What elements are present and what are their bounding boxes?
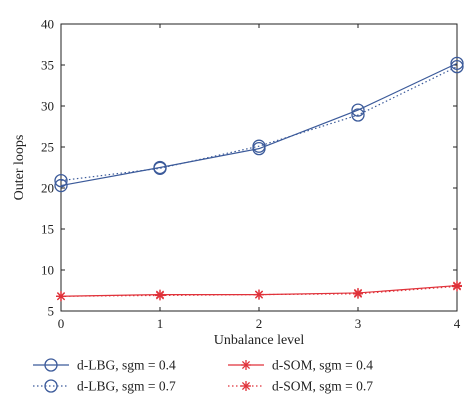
series-d-lbg-sgm-0.4 [54,56,464,193]
data-point [155,290,165,301]
series-d-som-sgm-0.7 [56,281,462,302]
x-tick-label: 1 [157,316,164,331]
legend-item: d-SOM, sgm = 0.7 [228,379,373,394]
legend-item: d-LBG, sgm = 0.7 [33,379,176,394]
y-tick-label: 25 [41,140,54,155]
legend-item: d-LBG, sgm = 0.4 [33,358,176,373]
data-point [54,173,68,188]
axis-ticks: 0 1 2 3 4 5 10 15 20 25 30 35 40 [41,17,461,332]
plot-axes [60,23,458,312]
y-tick-label: 30 [41,99,54,114]
x-tick-label: 0 [58,316,65,331]
legend-swatch-marker [44,358,58,372]
x-tick-label: 3 [355,316,362,331]
legend-label: d-LBG, sgm = 0.7 [77,379,176,394]
y-axis-label: Outer loops [12,135,27,201]
data-point [252,139,266,153]
legend-swatch-marker [44,379,58,393]
y-tick-label: 20 [41,181,54,196]
legend-swatch-marker [241,360,251,370]
series-d-lbg-sgm-0.7 [54,59,464,188]
data-point [452,281,462,292]
series-lines [54,56,464,302]
data-point [254,289,264,300]
data-point [353,288,363,299]
y-tick-label: 40 [41,17,54,32]
legend-label: d-SOM, sgm = 0.4 [272,358,373,373]
plot-frame [60,23,458,312]
x-tick-label: 2 [256,316,263,331]
y-tick-label: 35 [41,58,54,73]
data-point [450,56,464,71]
data-point [351,103,365,117]
series-line [60,66,458,182]
data-point [56,291,66,302]
legend-item: d-SOM, sgm = 0.4 [228,358,373,373]
legend: d-LBG, sgm = 0.4 d-LBG, sgm = 0.7 d-SOM, s… [33,358,373,394]
data-point [54,178,68,193]
series-line [60,62,458,187]
x-tick-label: 4 [454,316,461,331]
data-point [450,59,464,74]
legend-label: d-LBG, sgm = 0.4 [77,358,176,373]
legend-swatch-marker [241,381,251,391]
y-tick-label: 10 [41,263,54,278]
data-point [153,161,167,175]
legend-label: d-SOM, sgm = 0.7 [272,379,373,394]
y-tick-label: 5 [48,304,55,319]
data-point [351,108,365,122]
y-tick-label: 15 [41,222,54,237]
x-axis-label: Unbalance level [214,333,305,348]
